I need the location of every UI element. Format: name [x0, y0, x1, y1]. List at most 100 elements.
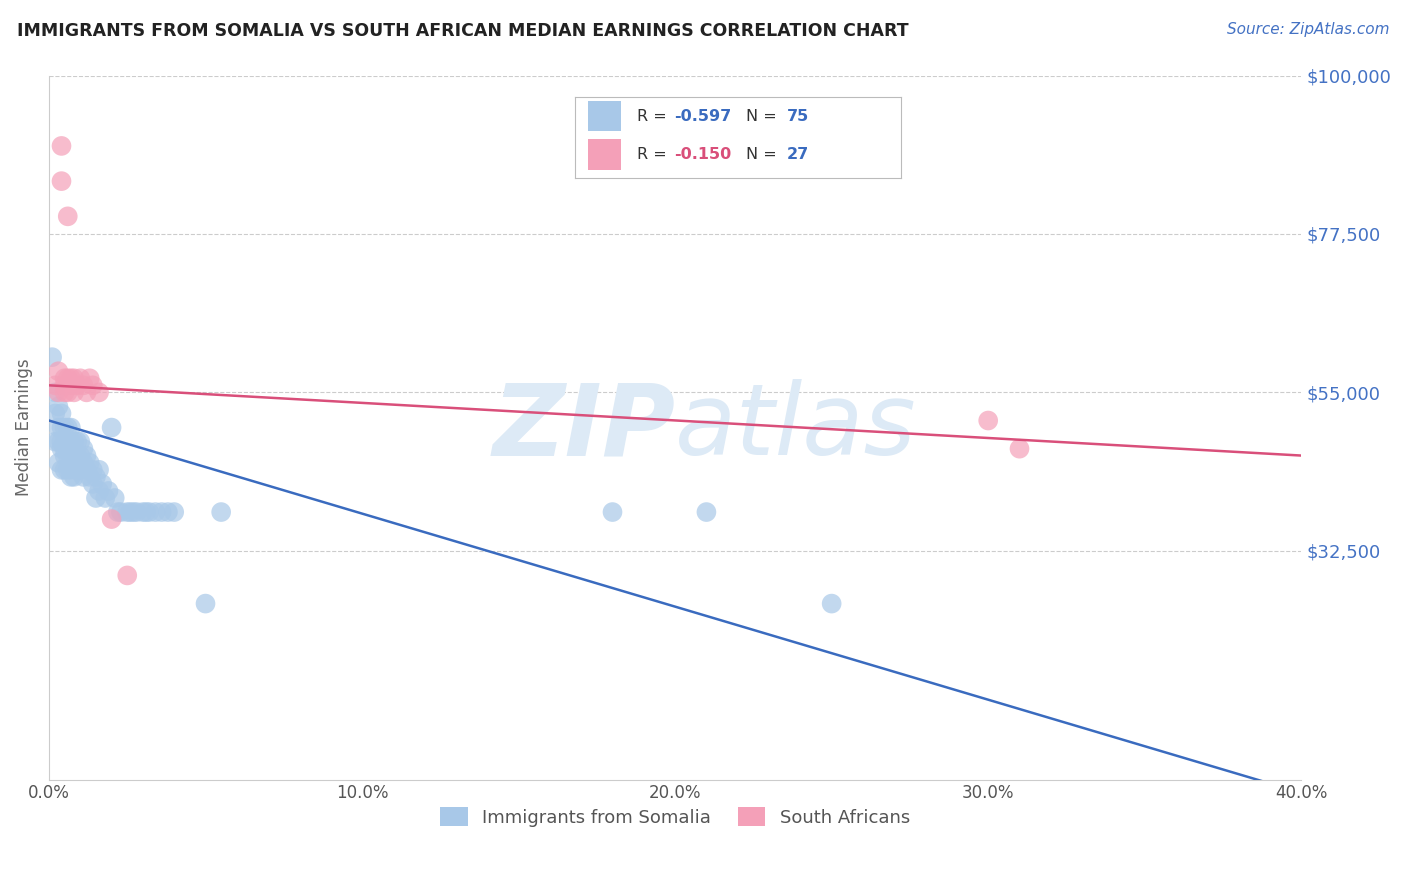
Point — [72, 378, 94, 392]
Point — [53, 378, 76, 392]
Point — [48, 385, 70, 400]
Point — [53, 434, 76, 449]
Point — [150, 505, 173, 519]
Point — [94, 491, 117, 505]
Point — [51, 442, 73, 456]
Point — [53, 463, 76, 477]
Point — [51, 463, 73, 477]
Point — [115, 505, 138, 519]
Point — [41, 350, 63, 364]
Point — [48, 456, 70, 470]
Point — [53, 449, 76, 463]
Point — [56, 385, 79, 400]
Point — [72, 442, 94, 456]
Point — [79, 371, 101, 385]
Text: atlas: atlas — [675, 379, 917, 476]
Point — [76, 463, 98, 477]
Point — [87, 483, 110, 498]
Point — [56, 420, 79, 434]
Point — [125, 505, 148, 519]
Point — [51, 174, 73, 188]
Point — [209, 505, 232, 519]
Point — [53, 442, 76, 456]
Point — [695, 505, 717, 519]
Point — [56, 434, 79, 449]
Point — [79, 470, 101, 484]
Point — [821, 597, 844, 611]
Point — [59, 420, 82, 434]
Point — [100, 420, 122, 434]
Point — [82, 476, 104, 491]
Point — [59, 442, 82, 456]
Text: Source: ZipAtlas.com: Source: ZipAtlas.com — [1226, 22, 1389, 37]
Text: ZIP: ZIP — [492, 379, 675, 476]
Point — [66, 449, 89, 463]
Point — [104, 491, 127, 505]
Point — [66, 463, 89, 477]
Point — [72, 470, 94, 484]
Point — [59, 371, 82, 385]
Point — [59, 449, 82, 463]
Point — [63, 434, 86, 449]
Point — [48, 434, 70, 449]
Point — [107, 505, 129, 519]
Y-axis label: Median Earnings: Median Earnings — [15, 359, 32, 496]
Point — [122, 505, 145, 519]
Point — [66, 378, 89, 392]
Point — [51, 434, 73, 449]
Point — [56, 442, 79, 456]
Point — [69, 434, 91, 449]
Point — [977, 413, 1000, 427]
Point — [51, 139, 73, 153]
Point — [84, 491, 107, 505]
Point — [63, 456, 86, 470]
Point — [56, 449, 79, 463]
Point — [56, 463, 79, 477]
Point — [44, 407, 66, 421]
Point — [132, 505, 155, 519]
Point — [63, 470, 86, 484]
Point — [145, 505, 167, 519]
Point — [51, 420, 73, 434]
Point — [115, 568, 138, 582]
Point — [100, 512, 122, 526]
Point — [44, 385, 66, 400]
Point — [59, 463, 82, 477]
Point — [87, 385, 110, 400]
Legend: Immigrants from Somalia, South Africans: Immigrants from Somalia, South Africans — [433, 800, 917, 834]
Point — [53, 385, 76, 400]
Point — [44, 378, 66, 392]
Point — [53, 420, 76, 434]
Point — [82, 378, 104, 392]
Point — [156, 505, 179, 519]
Point — [59, 434, 82, 449]
Point — [63, 385, 86, 400]
Point — [79, 456, 101, 470]
Point — [48, 400, 70, 414]
Point — [66, 434, 89, 449]
Text: IMMIGRANTS FROM SOMALIA VS SOUTH AFRICAN MEDIAN EARNINGS CORRELATION CHART: IMMIGRANTS FROM SOMALIA VS SOUTH AFRICAN… — [17, 22, 908, 40]
Point — [91, 476, 114, 491]
Point — [97, 483, 120, 498]
Point — [194, 597, 217, 611]
Point — [602, 505, 624, 519]
Point — [84, 470, 107, 484]
Point — [138, 505, 160, 519]
Point — [1008, 442, 1031, 456]
Point — [48, 364, 70, 378]
Point — [56, 378, 79, 392]
Point — [53, 371, 76, 385]
Point — [63, 442, 86, 456]
Point — [163, 505, 186, 519]
Point — [44, 434, 66, 449]
Point — [59, 378, 82, 392]
Point — [56, 210, 79, 224]
Point — [56, 371, 79, 385]
Point — [135, 505, 157, 519]
Point — [63, 371, 86, 385]
Point — [48, 420, 70, 434]
Point — [69, 371, 91, 385]
Point — [69, 449, 91, 463]
Point — [120, 505, 142, 519]
Point — [72, 456, 94, 470]
